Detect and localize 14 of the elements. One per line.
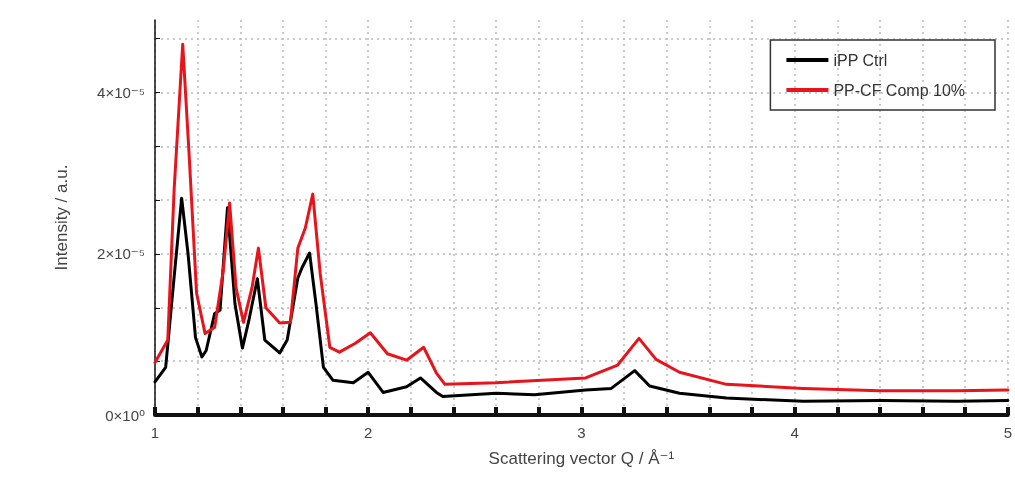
x-tick-label: 3 (577, 424, 586, 441)
x-tick-label: 1 (150, 424, 160, 441)
x-tick-label: 4 (790, 424, 799, 441)
y-tick-label: 0×10⁰ (105, 406, 145, 424)
x-tick-label: 5 (1003, 424, 1012, 441)
x-axis-title: Scattering vector Q / Å⁻¹ (488, 449, 675, 468)
legend-label: iPP Ctrl (833, 51, 888, 69)
line-series (153, 42, 1010, 393)
legend-label: PP-CF Comp 10% (833, 81, 965, 99)
y-axis-title: Intensity / a.u. (52, 164, 71, 271)
y-tick-label: 2×10⁻⁵ (97, 245, 145, 263)
x-tick-label: 2 (364, 424, 373, 441)
line-series (153, 196, 1010, 403)
y-tick-label: 4×10⁻⁵ (97, 84, 145, 102)
